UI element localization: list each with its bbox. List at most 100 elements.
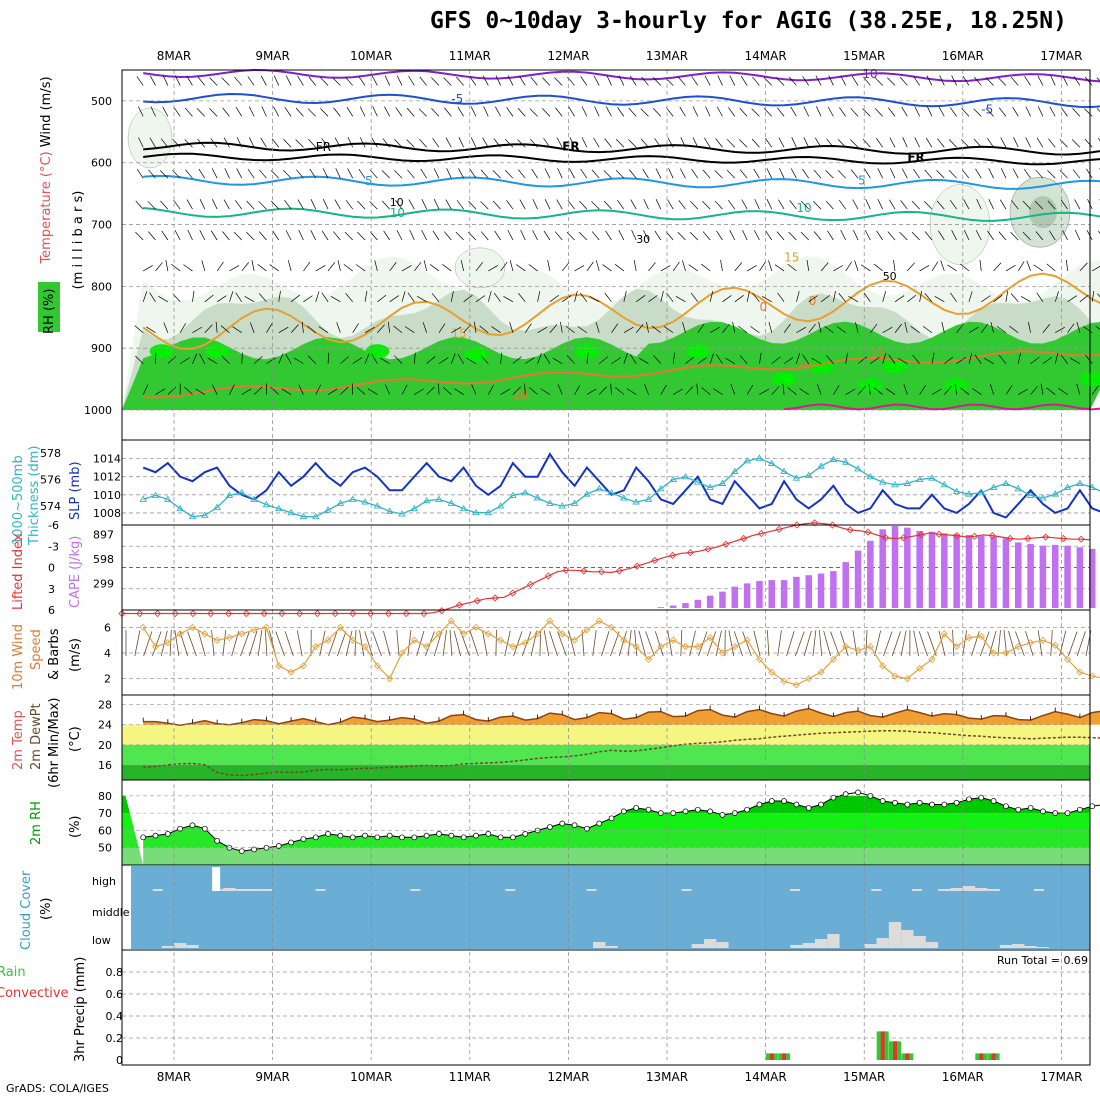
wind-barb xyxy=(303,261,311,272)
wind-barb xyxy=(420,168,427,179)
wind-barb xyxy=(387,321,391,333)
rh2m-panel xyxy=(122,782,1100,865)
wind-barb xyxy=(422,322,427,333)
wind-barb xyxy=(925,137,933,148)
wind-barb xyxy=(1084,108,1093,117)
wind-barb xyxy=(517,107,526,117)
wind-barb xyxy=(1072,169,1081,179)
wind-speed-point xyxy=(842,643,850,651)
wind-barb xyxy=(381,200,390,210)
wind-barb xyxy=(234,200,243,210)
wind-barb xyxy=(923,201,933,210)
wind-barb xyxy=(1010,231,1019,241)
wind-barb xyxy=(1020,295,1031,303)
wind-barb xyxy=(961,169,970,179)
wind-barb xyxy=(246,200,255,210)
wind-barb xyxy=(936,170,945,179)
wind-barb xyxy=(765,138,773,148)
wind-barb xyxy=(754,230,760,241)
wind-barb xyxy=(993,262,1002,272)
cloud-bar-low xyxy=(814,939,828,948)
wind-barb xyxy=(924,169,933,179)
wind-barb xyxy=(487,291,492,302)
precip-bar-convective xyxy=(782,1053,787,1060)
wind-barb xyxy=(171,263,181,272)
date-label-bottom: 8MAR xyxy=(157,1070,192,1084)
wind-barb xyxy=(556,199,563,210)
cloud-bar-high xyxy=(987,889,1000,891)
wind-barb xyxy=(500,352,503,364)
wind-barb xyxy=(750,326,760,334)
wind-speed-point xyxy=(225,634,234,642)
wind-barb xyxy=(155,388,166,395)
wind-barb xyxy=(776,231,785,241)
wind-barb xyxy=(297,75,304,86)
wind-barb xyxy=(525,357,535,364)
wind-barb xyxy=(241,388,252,395)
wind-barb xyxy=(207,357,218,364)
lifted-index-point xyxy=(331,609,339,618)
wind-barb xyxy=(1000,137,1007,148)
y-tick-cape: 299 xyxy=(93,577,114,590)
rh-point xyxy=(571,822,578,829)
wind-barb xyxy=(640,138,649,148)
wind-barb xyxy=(580,168,588,179)
wind-barb xyxy=(393,325,403,334)
wind-barb xyxy=(184,386,193,395)
wind-barb xyxy=(950,292,957,303)
wind-barb xyxy=(333,231,341,241)
wind-barb xyxy=(453,630,462,657)
thickness-point xyxy=(780,467,788,475)
wind-speed-point xyxy=(607,623,616,631)
temp-contour xyxy=(143,350,1100,399)
rh-legend-swatch xyxy=(38,282,60,332)
wind-barb xyxy=(715,138,723,148)
wind-barb xyxy=(235,106,243,117)
y-tick-rh: 80 xyxy=(98,790,112,803)
wind-barb xyxy=(493,138,501,148)
wind-barb xyxy=(494,230,501,241)
wind-barb xyxy=(221,77,230,86)
wind-barb xyxy=(730,384,736,395)
thickness-point xyxy=(977,488,986,496)
wind-barb xyxy=(259,231,267,241)
wind-barb xyxy=(285,75,292,86)
thickness-point xyxy=(1051,490,1060,497)
wind-barb xyxy=(903,384,908,395)
thickness-point xyxy=(398,510,406,517)
cloud-bar-high xyxy=(152,889,163,891)
wind-barb xyxy=(800,231,809,241)
wind-barb xyxy=(1005,385,1013,395)
pressure-axis-label: (m i l l i b a r s) xyxy=(71,191,86,290)
wind-barb xyxy=(790,168,797,179)
wind-barb xyxy=(451,326,461,334)
wind-barb xyxy=(813,169,822,179)
wind-barb xyxy=(347,168,354,179)
cape-bar xyxy=(793,576,800,608)
wind-barb xyxy=(868,383,871,395)
wind-barb xyxy=(598,386,608,395)
wind-speed-point xyxy=(472,623,480,631)
wind-barb xyxy=(791,137,797,148)
thickness-point xyxy=(274,504,283,512)
cape-bar xyxy=(965,535,973,608)
wind-barb xyxy=(660,291,664,302)
wind-speed-point xyxy=(805,675,813,683)
cape-bar xyxy=(891,526,899,608)
wind-barb xyxy=(722,295,732,303)
wind-barb xyxy=(234,76,243,86)
wind-barb xyxy=(374,260,378,271)
wind-barb xyxy=(591,169,600,179)
wind-barb xyxy=(328,631,338,657)
wind-speed-point xyxy=(570,636,579,644)
wind-barb xyxy=(591,201,600,210)
wind-speed-point xyxy=(176,630,184,638)
wind-barb xyxy=(783,323,791,333)
wind-barb xyxy=(433,168,440,179)
wind-barb xyxy=(618,230,625,241)
wind-barb xyxy=(381,170,390,179)
wind-barb xyxy=(567,200,575,210)
wind-speed-point xyxy=(287,668,295,676)
wind-barb xyxy=(605,230,612,241)
wind-barb xyxy=(667,137,674,148)
